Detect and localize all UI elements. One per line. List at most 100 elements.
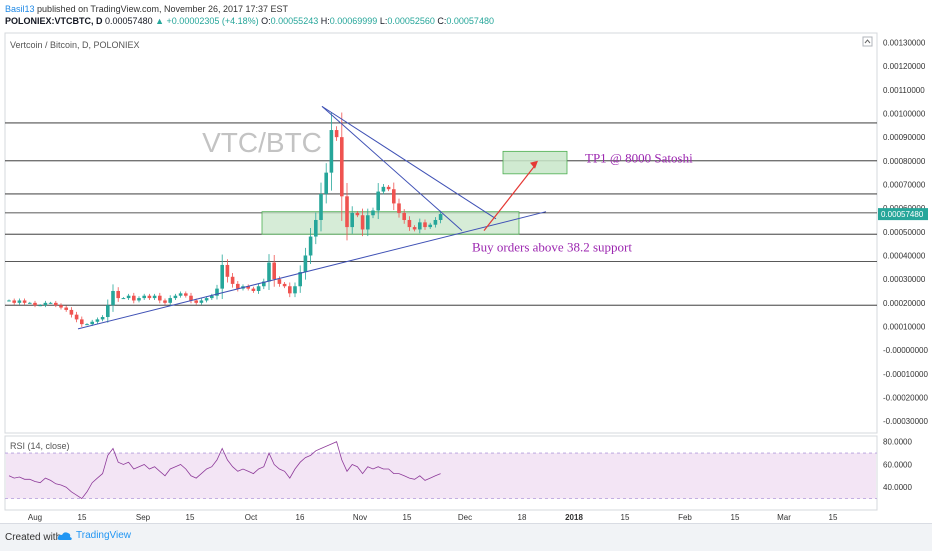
candle-body (345, 196, 349, 228)
rsi-tick-label: 60.0000 (883, 460, 912, 469)
candle-body (267, 262, 271, 282)
y-tick-label: 0.00130000 (883, 38, 926, 47)
candle-body (236, 283, 240, 289)
candle-body (428, 224, 432, 228)
tp-annotation: TP1 @ 8000 Satoshi (585, 150, 693, 165)
y-tick-label: 0.00030000 (883, 275, 926, 284)
candle-body (397, 203, 401, 213)
arrow-head-icon (530, 160, 538, 169)
candle-body (95, 319, 100, 322)
tradingview-brand: TradingView (76, 530, 132, 541)
candle-body (111, 290, 115, 306)
candle-body (256, 286, 261, 291)
candle-body (173, 295, 178, 299)
x-tick-label: 2018 (565, 513, 583, 522)
x-tick-label: Nov (353, 513, 367, 522)
collapse-button[interactable] (862, 36, 873, 47)
candle-body (402, 212, 406, 220)
y-tick-label: -0.00000000 (883, 346, 928, 355)
publish-info: published on TradingView.com, November 2… (37, 4, 289, 14)
created-with-label: Created with (5, 532, 62, 543)
candle-body (38, 305, 42, 307)
x-tick-label: 15 (78, 513, 87, 522)
y-tick-label: -0.00010000 (883, 370, 928, 379)
candle-body (433, 219, 438, 225)
candle-body (43, 302, 48, 306)
candle-body (251, 288, 256, 291)
candle-body (54, 302, 58, 306)
candle-body (80, 319, 84, 325)
candle-body (418, 222, 422, 230)
candle-body (142, 295, 146, 299)
candle-body (303, 255, 308, 273)
y-tick-label: 0.00020000 (883, 299, 926, 308)
descending-trendline-upper (321, 105, 497, 220)
x-tick-label: Feb (678, 513, 692, 522)
descending-trendline-inner (321, 105, 463, 232)
candle-body (392, 189, 396, 204)
candle-body (168, 298, 172, 303)
last-price: 0.00057480 (105, 16, 153, 26)
candle-body (329, 130, 334, 173)
rsi-band (6, 453, 876, 499)
candle-body (423, 222, 427, 228)
y-tick-label: 0.00120000 (883, 62, 926, 71)
candle-body (100, 317, 105, 320)
target-arrow-line (483, 165, 536, 232)
candle-body (178, 293, 183, 296)
candle-body (334, 130, 339, 138)
y-tick-label: 0.00010000 (883, 322, 926, 331)
candle-body (288, 286, 292, 294)
chart-title: Vertcoin / Bitcoin, D, POLONIEX (10, 40, 140, 50)
support-zone-box (261, 211, 520, 235)
y-tick-label: 0.00100000 (883, 109, 926, 118)
ohlc-low-label: L: (379, 16, 388, 26)
candle-body (64, 307, 68, 310)
rsi-label: RSI (14, close) (10, 441, 70, 451)
x-tick-label: Aug (28, 513, 42, 522)
candle-body (116, 290, 120, 299)
candle-body (210, 295, 214, 299)
candle-body (293, 286, 297, 294)
y-tick-label: 0.00050000 (883, 228, 926, 237)
candle-body (59, 305, 63, 308)
candle-body (282, 283, 287, 287)
y-tick-label: -0.00020000 (883, 393, 928, 402)
candle-body (230, 276, 235, 284)
ohlc-high-label: H: (320, 16, 330, 26)
candle-body (137, 298, 141, 301)
candle-body (74, 314, 79, 320)
candle-body (225, 264, 230, 277)
candle-body (355, 212, 360, 216)
candle-body (340, 137, 344, 197)
candle-body (308, 236, 313, 256)
x-tick-label: 18 (518, 513, 527, 522)
candle-body (189, 295, 193, 301)
tradingview-logo[interactable]: TradingView (57, 530, 131, 541)
candle-body (215, 288, 219, 296)
candle-body (298, 272, 302, 287)
candle-body (106, 305, 110, 318)
x-tick-label: 15 (186, 513, 195, 522)
author-link[interactable]: Basil13 (5, 4, 35, 14)
candle-body (28, 302, 32, 304)
candle-body (204, 298, 209, 301)
candle-body (407, 219, 412, 228)
chevron-up-icon (864, 39, 871, 44)
ohlc-close: 0.00057480 (446, 16, 494, 26)
y-tick-label: 0.00080000 (883, 157, 926, 166)
candle-body (147, 295, 152, 299)
candle-body (371, 210, 375, 216)
candle-body (48, 302, 53, 304)
candle-body (412, 227, 417, 230)
candle-body (376, 191, 380, 211)
x-tick-label: 15 (731, 513, 740, 522)
buy-annotation: Buy orders above 38.2 support (472, 239, 632, 254)
ohlc-close-label: C: (437, 16, 447, 26)
candle-body (17, 300, 22, 303)
chart-area[interactable]: VTC/BTC Vertcoin / Bitcoin, D, POLONIEX … (0, 28, 932, 523)
candle-body (272, 262, 276, 280)
candle-body (438, 214, 443, 220)
rsi-tick-label: 80.0000 (883, 438, 912, 447)
candle-body (262, 281, 266, 287)
